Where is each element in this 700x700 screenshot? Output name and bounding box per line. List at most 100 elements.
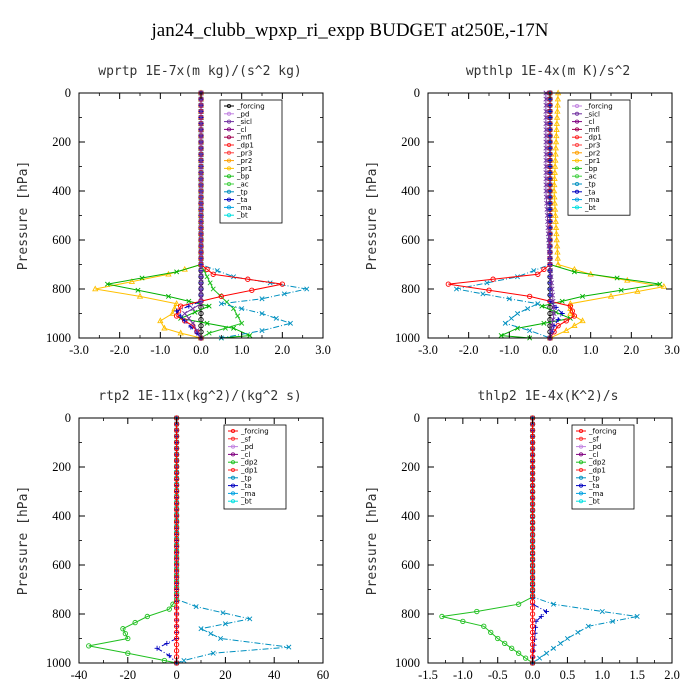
x-tick-label: 1.0 (594, 668, 610, 682)
x-tick-label: -1.0 (150, 343, 170, 357)
legend-marker (579, 491, 584, 496)
data-point-3-0-36 (529, 635, 536, 642)
x-tick-label: 0 (173, 668, 179, 682)
data-point-6-2-7 (551, 304, 557, 310)
legend-marker (575, 158, 580, 163)
legend-entry: _bp (584, 165, 598, 173)
data-point-1-6-0 (169, 309, 176, 316)
data-point-3-4-0 (506, 296, 512, 302)
series-forcing (529, 415, 536, 666)
data-point-2-3-1 (618, 287, 624, 293)
data-point-1-4-0 (136, 292, 144, 299)
panel-1: wprtp 1E-7x(m kg)/(s^2 kg) Pressure [hPa]… (16, 64, 331, 357)
series-line (156, 418, 178, 664)
data-point-5-0-7 (547, 133, 553, 139)
legend-entry: _cl (588, 451, 598, 459)
data-point-5-0-15 (547, 182, 553, 188)
data-point-2-2-1 (614, 275, 620, 281)
data-point-3-0-21 (529, 543, 536, 550)
data-point-1-1-10 (554, 248, 561, 255)
data-point-1-2-0 (554, 260, 562, 267)
series-line (88, 418, 178, 664)
data-point-2-5-0 (206, 303, 212, 309)
data-point-3-0-38 (529, 648, 536, 654)
legend-entry: _dp2 (240, 459, 258, 467)
data-point-1-1-7 (553, 230, 560, 237)
data-point-0-5-0 (125, 635, 131, 642)
legend-entry: _sf (588, 435, 599, 443)
data-point-4-1-1 (541, 266, 547, 273)
data-point-0-4-1 (460, 618, 466, 624)
data-point-0-5-0 (481, 623, 487, 629)
legend-marker (230, 491, 235, 496)
data-point-4-8-0 (259, 328, 265, 334)
data-point-1-7-0 (550, 645, 557, 651)
legend-marker (226, 181, 231, 186)
data-point-4-3-0 (304, 286, 310, 292)
series-pr1 (92, 89, 205, 341)
panel-2: wpthlp 1E-4x(m K)/s^2 Pressure [hPa] -3.0 -… (365, 64, 680, 357)
data-point-3-0-29 (529, 592, 536, 599)
data-point-3-0-28 (173, 586, 180, 593)
data-point-1-0-2 (554, 101, 561, 108)
data-point-6-2-2 (548, 274, 554, 280)
data-point-1-8-0 (537, 655, 543, 661)
legend-marker (230, 444, 235, 449)
data-point-3-3-1 (480, 291, 486, 297)
data-point-1-5-0 (218, 635, 224, 642)
data-point-7-1-0 (198, 301, 204, 307)
x-tick-label: -3.0 (69, 343, 89, 357)
data-point-1-2-1 (571, 265, 578, 272)
data-point-3-0-15 (529, 507, 536, 513)
data-point-1-3-0 (247, 616, 253, 622)
legend-box (223, 424, 287, 510)
data-point-1-5-0 (607, 292, 615, 299)
data-point-2-1-1 (164, 640, 170, 646)
data-point-3-0-26 (173, 574, 180, 580)
data-point-6-2-6 (550, 298, 556, 304)
legend-entry: _forcing (584, 103, 613, 111)
data-point-0-2-0 (166, 606, 172, 612)
data-point-0-7-0 (125, 650, 131, 656)
data-point-1-0-6 (553, 126, 560, 133)
legend-entry: _forcing (240, 428, 269, 436)
series-forcing (173, 415, 180, 666)
data-point-4-3-0 (445, 281, 451, 287)
data-point-0-9-2 (198, 323, 204, 329)
data-point-5-2-0 (210, 271, 216, 277)
data-point-7-0-22 (198, 226, 204, 232)
data-point-1-1-5 (552, 218, 559, 224)
legend-marker (579, 452, 584, 457)
y-tick-label: 400 (401, 184, 420, 198)
x-tick-label: -20 (119, 668, 136, 682)
legend-entry: _bp (236, 173, 250, 181)
legend-marker (226, 127, 231, 132)
data-point-1-7-1 (543, 650, 550, 656)
data-point-3-0-28 (529, 586, 536, 593)
data-point-2-4-0 (165, 293, 171, 299)
data-point-1-0-10 (552, 150, 559, 157)
legend-entry: _bt (584, 204, 596, 212)
data-point-6-2-1 (178, 313, 184, 319)
y-tick-label: 800 (401, 282, 420, 296)
y-tick-label: 600 (401, 233, 420, 247)
data-point-5-0-6 (547, 127, 553, 133)
data-point-7-0-8 (198, 140, 204, 146)
data-point-1-5-0 (585, 623, 591, 629)
legend-entry: _bt (240, 498, 252, 506)
data-point-5-0-12 (547, 164, 553, 169)
legend-entry: _forcing (236, 103, 265, 111)
data-point-1-0-14 (551, 175, 558, 182)
series-dp1 (439, 415, 536, 666)
legend-marker (575, 181, 580, 186)
data-point-7-0-28 (198, 263, 204, 270)
data-point-3-0-8 (529, 464, 536, 470)
legend-marker (575, 150, 580, 155)
legend-entry: _ma (236, 204, 252, 212)
data-point-6-0-11 (543, 157, 549, 163)
legend-entry: _cl (584, 118, 594, 126)
data-point-3-3-0 (453, 286, 459, 292)
data-point-3-0-21 (173, 543, 180, 550)
data-point-6-0-10 (543, 151, 549, 157)
legend-marker (226, 189, 231, 194)
